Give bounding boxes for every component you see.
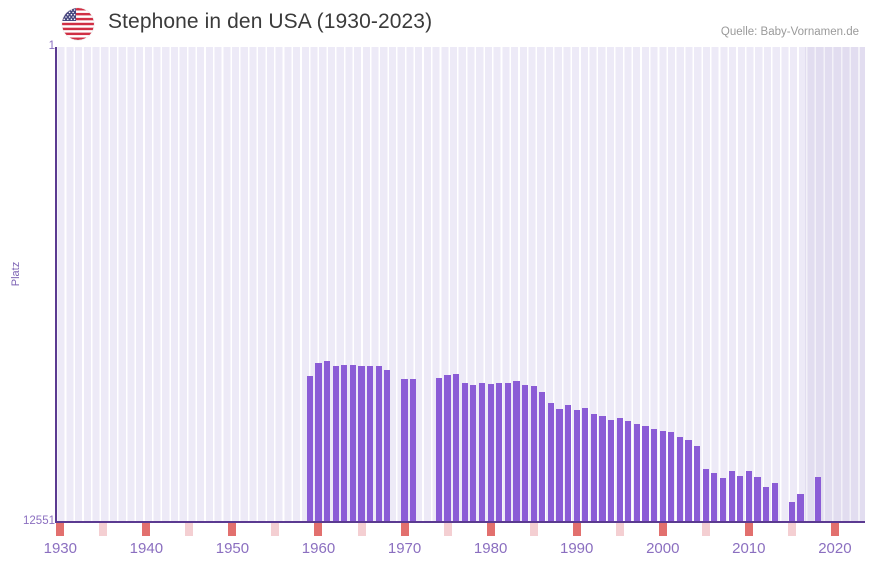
bar bbox=[719, 478, 727, 522]
bar bbox=[616, 418, 623, 522]
x-axis-label-1980: 1980 bbox=[473, 540, 508, 557]
x-tick-minor bbox=[443, 523, 452, 536]
x-tick-major bbox=[486, 523, 495, 536]
bar bbox=[599, 416, 606, 522]
bar bbox=[367, 366, 374, 522]
x-axis-tick-marks bbox=[56, 523, 865, 537]
y-axis-top-label: 1 bbox=[48, 40, 55, 52]
bar bbox=[737, 476, 744, 522]
x-tick-major bbox=[228, 523, 237, 536]
x-tick-minor bbox=[99, 523, 108, 536]
bar bbox=[453, 374, 460, 522]
bar bbox=[702, 469, 709, 522]
bar bbox=[358, 366, 365, 522]
x-axis-labels: 1930 1940 1950 1960 1970 1980 1990 2000 2010 2020 bbox=[44, 540, 865, 564]
x-tick-minor bbox=[787, 523, 796, 536]
bar bbox=[306, 376, 313, 522]
x-axis-label-2010: 2010 bbox=[732, 540, 766, 557]
bar bbox=[642, 426, 649, 522]
bar bbox=[324, 361, 331, 522]
bar bbox=[582, 408, 589, 522]
bar bbox=[556, 409, 563, 522]
plot-area bbox=[56, 47, 865, 522]
x-axis-label-2020: 2020 bbox=[818, 540, 852, 557]
bar bbox=[521, 385, 529, 522]
bar bbox=[487, 384, 494, 522]
y-axis-line bbox=[55, 47, 57, 523]
x-axis-label-1970: 1970 bbox=[387, 540, 422, 557]
bar bbox=[530, 386, 537, 522]
bar bbox=[711, 473, 718, 522]
bar bbox=[754, 477, 761, 522]
chart-title: Stephone in den USA (1930-2023) bbox=[108, 10, 433, 33]
x-tick-minor bbox=[185, 523, 194, 536]
x-tick-major bbox=[400, 523, 409, 536]
bar bbox=[384, 370, 391, 522]
bar bbox=[728, 471, 735, 522]
bar bbox=[461, 383, 468, 522]
x-tick-major bbox=[658, 523, 667, 536]
bar bbox=[762, 487, 770, 522]
bar bbox=[633, 424, 641, 522]
bar bbox=[797, 494, 804, 522]
bar bbox=[608, 420, 615, 522]
x-tick-minor bbox=[271, 523, 280, 536]
x-tick-minor bbox=[701, 523, 710, 536]
bar bbox=[478, 383, 486, 522]
bar bbox=[504, 383, 511, 522]
us-flag-icon bbox=[62, 8, 94, 40]
x-tick-major bbox=[314, 523, 323, 536]
x-tick-major bbox=[56, 523, 65, 536]
x-axis-label-1960: 1960 bbox=[301, 540, 336, 557]
bar bbox=[771, 483, 778, 522]
bar bbox=[814, 477, 821, 522]
bar bbox=[651, 429, 658, 522]
bar bbox=[349, 365, 356, 522]
x-axis-label-2000: 2000 bbox=[646, 540, 680, 557]
bar bbox=[745, 471, 752, 522]
bar bbox=[332, 366, 339, 522]
bar bbox=[401, 379, 408, 522]
bar bbox=[564, 405, 572, 522]
bar bbox=[435, 378, 443, 522]
bar bbox=[444, 375, 451, 522]
x-tick-minor bbox=[357, 523, 366, 536]
bar bbox=[375, 366, 382, 522]
x-tick-major bbox=[572, 523, 581, 536]
x-tick-minor bbox=[529, 523, 538, 536]
x-axis-line bbox=[55, 521, 865, 523]
x-tick-major bbox=[744, 523, 753, 536]
y-axis-bottom-label: 12551 bbox=[23, 515, 55, 527]
bar bbox=[590, 414, 597, 522]
x-axis-label-1930: 1930 bbox=[43, 540, 77, 557]
x-tick-major bbox=[142, 523, 151, 536]
x-tick-major bbox=[830, 523, 839, 536]
bar bbox=[694, 446, 701, 522]
chart-source-label: Quelle: Baby-Vornamen.de bbox=[720, 26, 859, 38]
bar bbox=[788, 502, 795, 522]
bar bbox=[513, 381, 520, 522]
x-axis-label-1990: 1990 bbox=[559, 540, 594, 557]
bar bbox=[539, 392, 546, 522]
bar bbox=[659, 431, 666, 522]
bar bbox=[625, 421, 632, 522]
bar bbox=[496, 383, 503, 522]
x-axis-label-1940: 1940 bbox=[129, 540, 164, 557]
bar bbox=[341, 365, 348, 522]
x-tick-minor bbox=[615, 523, 624, 536]
chart-header: Stephone in den USA (1930-2023) Quelle: … bbox=[0, 0, 873, 44]
bar bbox=[315, 363, 322, 522]
y-axis-title: Platz bbox=[10, 261, 22, 287]
bar bbox=[573, 410, 580, 522]
bar bbox=[547, 403, 554, 522]
bar bbox=[676, 437, 684, 522]
bar bbox=[410, 379, 417, 522]
x-axis-label-1950: 1950 bbox=[215, 540, 250, 557]
bar bbox=[668, 432, 675, 522]
bar bbox=[470, 385, 477, 522]
bar bbox=[685, 440, 692, 522]
bars-layer bbox=[56, 47, 865, 522]
